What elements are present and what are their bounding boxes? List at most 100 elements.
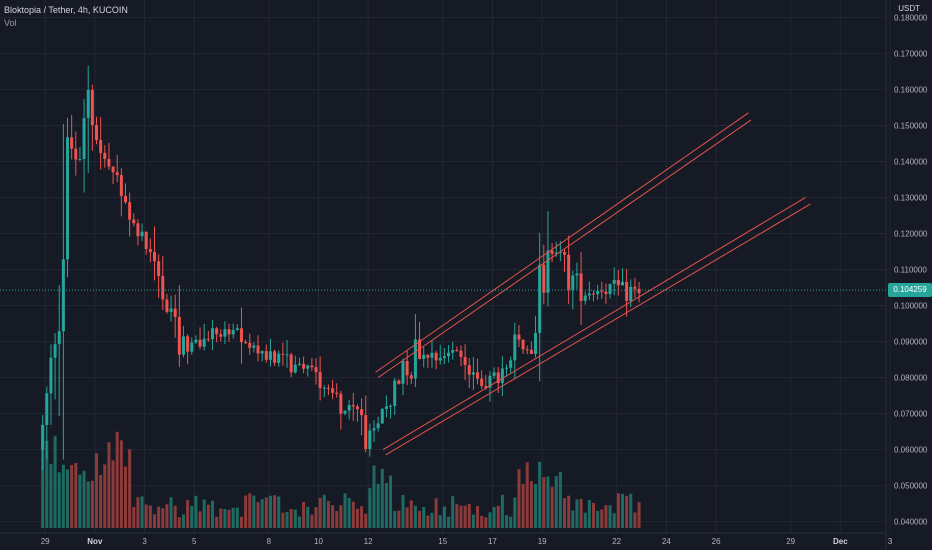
volume-bar xyxy=(459,505,463,528)
volume-bar xyxy=(161,508,165,528)
volume-bar xyxy=(293,509,297,528)
candle-body xyxy=(579,273,583,301)
volume-bar xyxy=(633,512,637,528)
volume-bar xyxy=(550,486,554,528)
volume-bar xyxy=(219,508,223,528)
volume-bar xyxy=(186,500,190,528)
volume-bar xyxy=(434,498,438,528)
candle-body xyxy=(409,375,413,379)
volume-bar xyxy=(41,440,45,528)
candle-body xyxy=(144,231,148,249)
volume-bar xyxy=(215,516,219,528)
volume-bar xyxy=(620,493,624,528)
x-tick-label: 17 xyxy=(488,537,497,546)
candle-body xyxy=(190,342,194,352)
volume-bar xyxy=(86,481,90,528)
x-tick-label: 8 xyxy=(267,537,272,546)
candle-body xyxy=(310,365,314,368)
volume-bar xyxy=(484,517,488,528)
time-axis[interactable]: 29 Nov 3 5 8 10 12 15 17 19 22 24 26 29 Dec 3 xyxy=(41,537,893,546)
candle-body xyxy=(616,279,620,286)
volume-bar xyxy=(264,497,268,528)
candle-body xyxy=(103,152,107,160)
volume-bar xyxy=(529,481,533,528)
price-axis[interactable]: 0.180000 0.170000 0.160000 0.150000 0.140000… xyxy=(894,13,928,526)
candle-body xyxy=(563,252,567,255)
candle-body xyxy=(376,423,380,429)
x-tick-label: 3 xyxy=(888,537,893,546)
volume-bars xyxy=(41,431,641,528)
volume-bar xyxy=(492,506,496,528)
volume-bar xyxy=(45,440,49,528)
candle-body xyxy=(289,354,293,373)
price-axis-unit[interactable]: USDT xyxy=(898,4,920,13)
candle-body xyxy=(45,393,49,425)
candle-body xyxy=(571,275,575,290)
volume-bar xyxy=(165,504,169,528)
candle-body xyxy=(600,290,604,292)
candle-body xyxy=(637,288,641,294)
volume-bar xyxy=(281,512,285,528)
volume-bar xyxy=(335,511,339,528)
candle-body xyxy=(484,386,488,388)
candle-body xyxy=(194,339,198,343)
candle-body xyxy=(115,172,119,176)
candle-body xyxy=(413,339,417,379)
volume-bar xyxy=(351,501,355,528)
candle-body xyxy=(186,336,190,352)
candle-body xyxy=(306,365,310,369)
candle-body xyxy=(442,356,446,359)
volume-bar xyxy=(583,512,587,528)
volume-bar xyxy=(318,497,322,528)
volume-bar xyxy=(103,464,107,528)
volume-bar xyxy=(368,488,372,528)
candle-body xyxy=(447,352,451,357)
volume-bar xyxy=(111,460,115,528)
volume-bar xyxy=(389,475,393,528)
candle-body xyxy=(285,354,289,356)
x-tick-label: 12 xyxy=(364,537,373,546)
candle-body xyxy=(575,273,579,276)
y-tick-label: 0.180000 xyxy=(894,13,928,22)
y-tick-label: 0.120000 xyxy=(894,229,928,238)
volume-bar xyxy=(455,504,459,528)
volume-bar xyxy=(173,505,177,528)
volume-bar xyxy=(99,474,103,528)
candle-body xyxy=(223,329,227,337)
volume-bar xyxy=(380,468,384,528)
volume-bar xyxy=(223,509,227,528)
chart-legend: Bloktopia / Tether, 4h, KUCOIN Vol xyxy=(4,4,128,30)
candle-body xyxy=(239,328,243,343)
candle-body xyxy=(517,334,521,340)
volume-bar xyxy=(364,513,368,528)
volume-bar xyxy=(397,510,401,528)
candle-body xyxy=(592,293,596,295)
candle-body xyxy=(314,367,318,373)
volume-bar xyxy=(343,493,347,528)
volume-bar xyxy=(600,509,604,528)
candle-body xyxy=(132,219,136,224)
candle-body xyxy=(215,328,219,335)
candle-body xyxy=(260,351,264,354)
volume-bar xyxy=(463,505,467,528)
candle-body xyxy=(583,295,587,301)
candle-body xyxy=(534,332,538,354)
candle-body xyxy=(596,290,600,295)
volume-bar xyxy=(637,502,641,528)
y-tick-label: 0.100000 xyxy=(894,302,928,311)
candle-body xyxy=(297,363,301,365)
candle-body xyxy=(277,353,281,363)
candle-body xyxy=(397,380,401,384)
volume-bar xyxy=(558,471,562,528)
candle-body xyxy=(70,137,74,149)
candle-body xyxy=(49,357,53,394)
volume-legend-label[interactable]: Vol xyxy=(4,18,17,28)
candle-body xyxy=(231,330,235,335)
volume-bar xyxy=(268,495,272,528)
candle-body xyxy=(529,349,533,354)
candle-body xyxy=(281,353,285,355)
volume-bar xyxy=(306,506,310,528)
symbol-title[interactable]: Bloktopia / Tether, 4h, KUCOIN xyxy=(4,5,128,15)
volume-bar xyxy=(413,505,417,528)
